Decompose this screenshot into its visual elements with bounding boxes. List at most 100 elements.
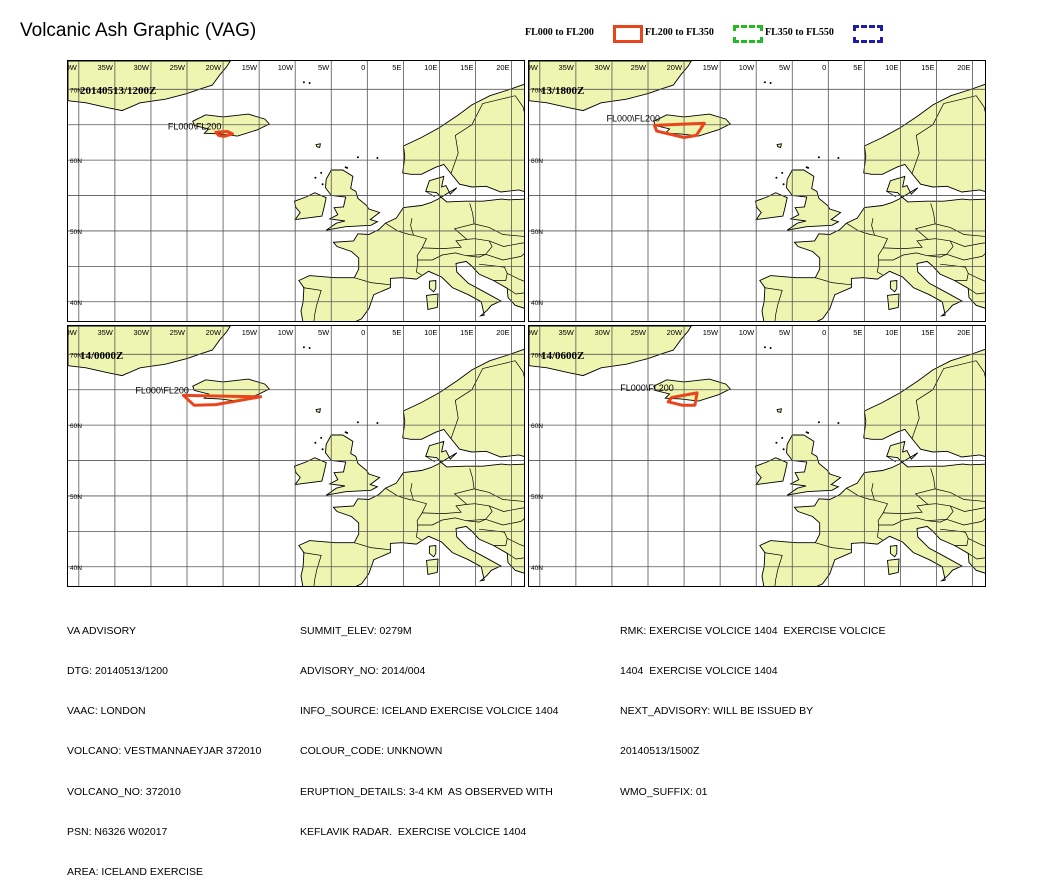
country-border: [950, 240, 985, 247]
country-border: [927, 253, 947, 258]
island-dot: [356, 156, 359, 159]
lon-tick-label: 15W: [703, 328, 719, 337]
lon-tick-label: 15W: [242, 63, 258, 72]
land-mass: [402, 83, 524, 193]
country-border: [354, 277, 391, 286]
advisory-line: ADVISORY_NO: 2014/004: [300, 665, 426, 678]
lat-tick-label: 60N: [70, 423, 82, 430]
island-dot: [302, 346, 305, 349]
map-panel-4: 40W 35W 30W 25W 20W 15W 10W 5W 0 5E 10E 15E 20E 70N 60…: [528, 325, 986, 587]
map-panel-2: 40W 35W 30W 25W 20W 15W 10W 5W 0 5E 10E 15E 20E 70N 60…: [528, 60, 986, 322]
lat-tick-label: 70N: [70, 87, 82, 94]
lat-tick-label: 50N: [70, 494, 82, 501]
lon-tick-label: 10W: [739, 328, 755, 337]
island-dot: [782, 448, 785, 451]
advisory-line: VAAC: LONDON: [67, 705, 146, 718]
island-dot: [302, 81, 305, 84]
country-border: [410, 218, 414, 236]
panel-time-label: 20140513/1200Z: [80, 85, 157, 97]
lon-tick-label: 10E: [424, 328, 437, 337]
lon-tick-label: 5E: [392, 328, 401, 337]
country-border: [764, 552, 783, 586]
land-mass: [315, 143, 321, 148]
land-mass: [293, 457, 327, 486]
country-border: [968, 553, 985, 560]
lon-tick-label: 30W: [595, 63, 611, 72]
advisory-line: ERUPTION_DETAILS: 3-4 KM AS OBSERVED WIT…: [300, 785, 553, 798]
advisory-line: WMO_SUFFIX: 01: [620, 785, 708, 798]
land-mass: [776, 143, 782, 148]
land-mass: [786, 434, 842, 496]
lon-tick-label: 40W: [529, 328, 539, 337]
island-dot: [775, 176, 778, 179]
map-canvas: 40W 35W 30W 25W 20W 15W 10W 5W 0 5E 10E 15E 20E 70N 60…: [68, 326, 524, 586]
lon-tick-label: 35W: [558, 63, 574, 72]
lon-tick-label: 5W: [779, 63, 791, 72]
land-mass: [754, 192, 788, 221]
country-border: [878, 238, 954, 261]
legend-swatch-blue: [853, 25, 883, 43]
country-border: [417, 503, 493, 526]
island-dot: [320, 436, 323, 439]
island-dot: [782, 183, 785, 186]
country-border: [975, 95, 985, 113]
country-border: [886, 191, 897, 198]
map-panel-3: 40W 35W 30W 25W 20W 15W 10W 5W 0 5E 10E 15E 20E 70N 60…: [67, 325, 525, 587]
land-mass: [298, 175, 524, 321]
lon-tick-label: 40W: [68, 63, 78, 72]
legend-label: FL000 to FL200: [525, 27, 594, 38]
lon-tick-label: 20W: [667, 63, 683, 72]
lat-tick-label: 50N: [531, 229, 543, 236]
land-mass: [428, 544, 437, 558]
panel-time-label: 13/1800Z: [541, 85, 585, 97]
advisory-line: VOLCANO: VESTMANNAEYJAR 372010: [67, 745, 262, 758]
country-border: [303, 552, 322, 586]
island-dot: [837, 422, 840, 424]
lon-tick-label: 5E: [853, 63, 862, 72]
lon-tick-label: 40W: [529, 63, 539, 72]
country-border: [425, 191, 436, 198]
lon-tick-label: 20W: [667, 328, 683, 337]
advisory-line: VA ADVISORY: [67, 624, 137, 637]
country-border: [968, 273, 985, 282]
ash-flight-level-label: FL000\FL200: [135, 385, 189, 395]
ash-flight-level-label: FL000\FL200: [168, 121, 222, 131]
map-layer: [529, 61, 985, 321]
lon-tick-label: 20E: [957, 328, 970, 337]
panel-time-label: 14/0000Z: [80, 350, 124, 362]
land-mass: [776, 408, 782, 413]
land-mass: [529, 326, 692, 377]
lat-tick-label: 60N: [531, 423, 543, 430]
lon-tick-label: 10E: [885, 63, 898, 72]
lon-tick-label: 15E: [460, 328, 473, 337]
lon-tick-label: 20E: [496, 328, 509, 337]
lon-tick-label: 0: [822, 328, 826, 337]
lon-tick-label: 10W: [739, 63, 755, 72]
graticule: 40W 35W 30W 25W 20W 15W 10W 5W 0 5E 10E 15E 20E 70N 60…: [68, 326, 524, 586]
lon-tick-label: 35W: [558, 328, 574, 337]
country-border: [466, 518, 486, 523]
map-canvas: 40W 35W 30W 25W 20W 15W 10W 5W 0 5E 10E 15E 20E 70N 60…: [529, 326, 985, 586]
advisory-column-3: RMK: EXERCISE VOLCICE 1404 EXERCISE VOLC…: [620, 598, 886, 812]
island-dot: [837, 157, 840, 159]
lat-tick-label: 70N: [70, 352, 82, 359]
legend-label: FL350 to FL550: [765, 27, 834, 38]
country-border: [975, 360, 985, 378]
lon-tick-label: 35W: [97, 63, 113, 72]
ash-polygon: [214, 130, 234, 138]
lon-tick-label: 10E: [885, 328, 898, 337]
lat-tick-label: 60N: [70, 158, 82, 165]
country-border: [354, 542, 391, 551]
advisory-line: 1404 EXERCISE VOLCICE 1404: [620, 665, 778, 678]
land-mass: [298, 440, 524, 586]
legend-swatch-red: [613, 25, 643, 43]
land-mass: [786, 169, 842, 231]
country-border: [507, 553, 524, 560]
country-border: [871, 483, 875, 501]
lat-tick-label: 70N: [531, 87, 543, 94]
ash-flight-level-label: FL000\FL200: [606, 113, 660, 123]
island-dot: [807, 431, 810, 434]
advisory-line: KEFLAVIK RADAR. EXERCISE VOLCICE 1404: [300, 825, 527, 838]
country-border: [914, 468, 936, 505]
lon-tick-label: 0: [361, 63, 365, 72]
